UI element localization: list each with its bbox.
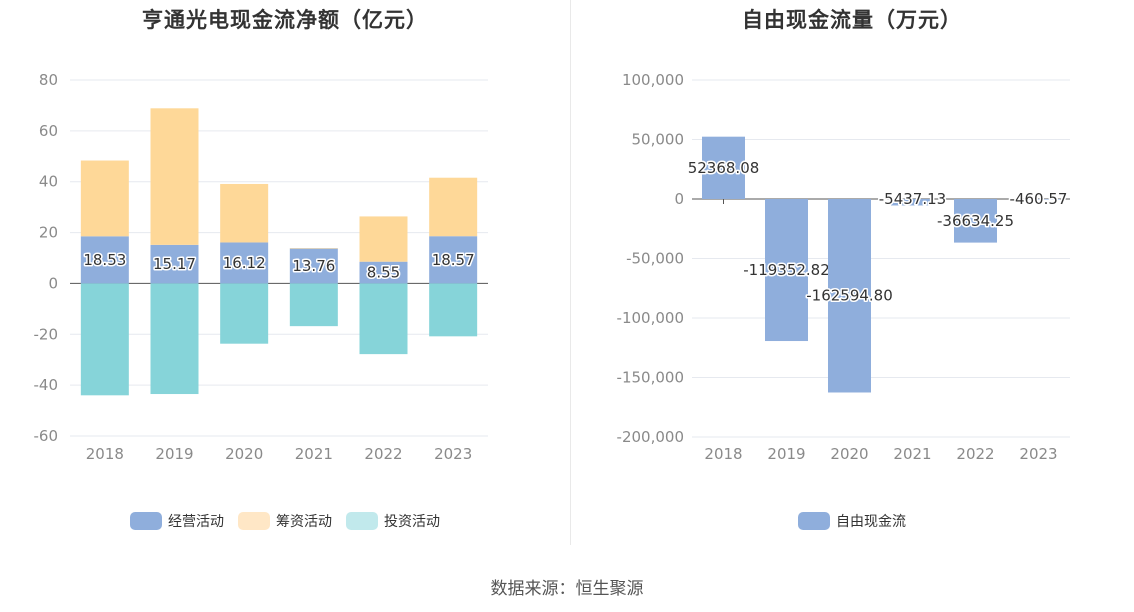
data-label-free-cash-flow: 52368.08 [688, 159, 760, 177]
bar-financing [150, 108, 199, 245]
data-label-operating: 13.76 [292, 257, 335, 275]
data-label-operating-halo: 18.53 [83, 251, 126, 269]
cash-flow-net-panel: 亨通光电现金流净额（亿元） 80 60 40 20 0 -20 -40 -60 18.53 18.… [0, 0, 570, 545]
bar-financing [289, 248, 338, 249]
x-tick-label: 2022 [364, 445, 402, 463]
free-cash-flow-legend: 自由现金流 [570, 511, 1134, 531]
bar-investing [220, 283, 269, 344]
x-tick-label: 2019 [767, 445, 805, 463]
x-tick-label: 2018 [704, 445, 742, 463]
x-tick-label: 2020 [830, 445, 868, 463]
legend-swatch-free-cash-flow [798, 512, 830, 530]
data-label-free-cash-flow-halo: -119352.82 [743, 261, 830, 279]
data-label-free-cash-flow-halo: 52368.08 [688, 159, 760, 177]
bar-financing [220, 183, 269, 243]
y-tick-label: -150,000 [617, 369, 684, 387]
y-tick-label: 80 [39, 71, 58, 89]
bar-free-cash-flow [891, 199, 934, 206]
legend-label-operating: 经营活动 [168, 514, 224, 530]
y-tick-label: -60 [34, 427, 59, 445]
free-cash-flow-title: 自由现金流量（万元） [742, 8, 962, 32]
legend-item-financing[interactable]: 筹资活动 [238, 511, 332, 531]
y-tick-label: 50,000 [632, 131, 685, 149]
data-label-operating: 16.12 [223, 254, 266, 272]
data-label-operating-halo: 8.55 [367, 264, 400, 282]
y-tick-label: 100,000 [622, 71, 684, 89]
bar-free-cash-flow [702, 136, 745, 199]
x-tick-label: 2019 [155, 445, 193, 463]
y-tick-label: -50,000 [626, 250, 684, 268]
data-label-free-cash-flow: -36634.25 [937, 212, 1014, 230]
x-tick-label: 2023 [434, 445, 472, 463]
legend-label-financing: 筹资活动 [276, 514, 332, 530]
bar-free-cash-flow [765, 199, 808, 342]
bar-operating [289, 248, 338, 284]
data-label-operating-halo: 16.12 [223, 254, 266, 272]
legend-item-free-cash-flow[interactable]: 自由现金流 [798, 511, 906, 531]
data-label-operating: 18.57 [432, 251, 475, 269]
data-label-free-cash-flow-halo: -460.57 [1010, 190, 1068, 208]
data-label-operating: 15.17 [153, 255, 196, 273]
y-tick-label: -20 [34, 325, 59, 343]
bar-operating [429, 236, 478, 284]
data-label-operating-halo: 18.57 [432, 251, 475, 269]
bar-free-cash-flow [954, 199, 997, 243]
data-label-operating: 18.53 [83, 251, 126, 269]
bar-investing [429, 283, 478, 337]
y-tick-label: 40 [39, 173, 58, 191]
cash-flow-net-legend: 经营活动 筹资活动 投资活动 [0, 511, 570, 531]
free-cash-flow-panel: 自由现金流量（万元） 100,000 50,000 0 -50,000 -100,000… [570, 0, 1134, 545]
y-tick-label: 20 [39, 224, 58, 242]
bar-operating [220, 242, 269, 284]
data-label-free-cash-flow: -5437.13 [879, 190, 946, 208]
panel-divider [570, 0, 571, 545]
x-tick-label: 2020 [225, 445, 263, 463]
y-tick-label: -100,000 [617, 309, 684, 327]
x-tick-label: 2021 [295, 445, 333, 463]
data-label-free-cash-flow: -460.57 [1010, 190, 1068, 208]
x-tick-label: 2018 [86, 445, 124, 463]
cash-flow-net-chart: 806040200-20-40-6018.5318.53201815.1715.… [34, 71, 488, 463]
bar-operating [80, 236, 129, 284]
bar-investing [289, 283, 338, 327]
free-cash-flow-chart: 100,000 50,000 0 -50,000 -100,000 -150,000 -20… [617, 71, 1070, 463]
legend-item-investing[interactable]: 投资活动 [346, 511, 440, 531]
x-tick-label: 2023 [1019, 445, 1057, 463]
bar-investing [80, 283, 129, 396]
data-label-free-cash-flow: -119352.82 [743, 261, 830, 279]
bar-free-cash-flow [1017, 199, 1060, 200]
legend-item-operating[interactable]: 经营活动 [130, 511, 224, 531]
data-label-free-cash-flow-halo: -162594.80 [806, 287, 893, 305]
x-tick-label: 2022 [956, 445, 994, 463]
bar-operating [359, 261, 408, 284]
data-source: 数据来源：恒生聚源 [490, 579, 644, 599]
x-tick-label: 2021 [893, 445, 931, 463]
legend-swatch-financing [238, 512, 270, 530]
data-label-operating-halo: 13.76 [292, 257, 335, 275]
y-tick-label: 0 [48, 274, 58, 292]
y-tick-label: 0 [674, 190, 684, 208]
bar-investing [150, 283, 199, 395]
data-label-free-cash-flow-halo: -5437.13 [879, 190, 946, 208]
y-tick-label: -40 [34, 376, 59, 394]
legend-swatch-operating [130, 512, 162, 530]
y-tick-label: 60 [39, 122, 58, 140]
legend-label-free-cash-flow: 自由现金流 [836, 514, 906, 530]
legend-swatch-investing [346, 512, 378, 530]
cash-flow-net-title: 亨通光电现金流净额（亿元） [142, 8, 428, 32]
y-tick-label: -200,000 [617, 428, 684, 446]
data-label-operating-halo: 15.17 [153, 255, 196, 273]
bar-financing [429, 177, 478, 237]
legend-label-investing: 投资活动 [384, 514, 440, 530]
bar-investing [359, 283, 408, 355]
bar-operating [150, 244, 199, 284]
data-label-operating: 8.55 [367, 264, 400, 282]
data-label-free-cash-flow: -162594.80 [806, 287, 893, 305]
bar-free-cash-flow [828, 199, 871, 393]
bar-financing [359, 216, 408, 262]
data-label-free-cash-flow-halo: -36634.25 [937, 212, 1014, 230]
bar-financing [80, 160, 129, 237]
